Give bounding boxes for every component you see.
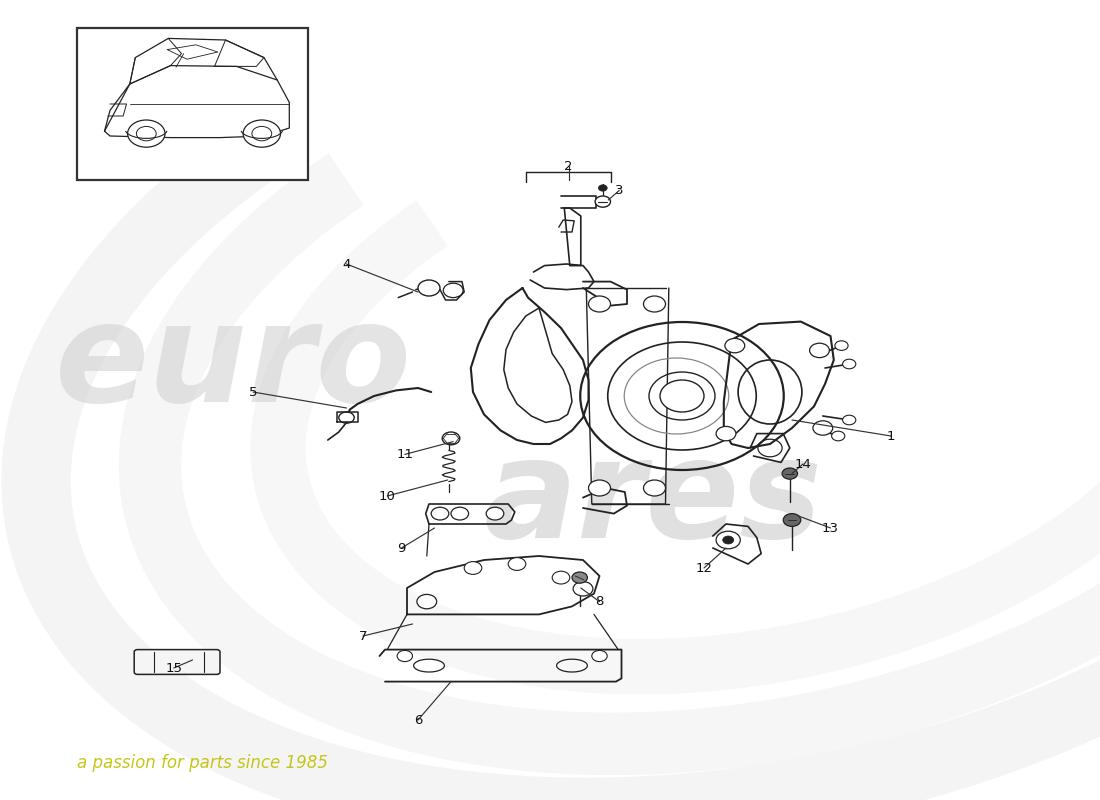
- Circle shape: [592, 650, 607, 662]
- Circle shape: [813, 421, 833, 435]
- Text: 8: 8: [595, 595, 604, 608]
- Circle shape: [136, 126, 156, 141]
- Text: 3: 3: [615, 184, 624, 197]
- Circle shape: [464, 562, 482, 574]
- Circle shape: [843, 359, 856, 369]
- Circle shape: [783, 514, 801, 526]
- Text: a passion for parts since 1985: a passion for parts since 1985: [77, 754, 328, 772]
- Circle shape: [588, 296, 610, 312]
- Text: 13: 13: [822, 522, 839, 534]
- Circle shape: [572, 572, 587, 583]
- Circle shape: [252, 126, 272, 141]
- Circle shape: [397, 650, 412, 662]
- Circle shape: [243, 120, 280, 147]
- Circle shape: [128, 120, 165, 147]
- Text: 5: 5: [249, 386, 257, 398]
- Circle shape: [723, 536, 734, 544]
- Text: 10: 10: [378, 490, 396, 502]
- Circle shape: [431, 507, 449, 520]
- Circle shape: [660, 380, 704, 412]
- Circle shape: [486, 507, 504, 520]
- Circle shape: [810, 343, 829, 358]
- Text: 11: 11: [396, 448, 414, 461]
- Text: 6: 6: [414, 714, 422, 726]
- Text: 14: 14: [794, 458, 812, 470]
- Circle shape: [339, 412, 354, 423]
- Text: 9: 9: [397, 542, 406, 554]
- Text: 12: 12: [695, 562, 713, 574]
- Circle shape: [843, 415, 856, 425]
- Circle shape: [417, 594, 437, 609]
- Circle shape: [418, 280, 440, 296]
- Circle shape: [588, 480, 610, 496]
- Text: euro: euro: [55, 297, 412, 431]
- Circle shape: [725, 338, 745, 353]
- Text: 7: 7: [359, 630, 367, 642]
- Circle shape: [832, 431, 845, 441]
- Circle shape: [508, 558, 526, 570]
- Text: 1: 1: [887, 430, 895, 442]
- FancyBboxPatch shape: [77, 28, 308, 180]
- Text: 2: 2: [564, 160, 573, 173]
- Text: ares: ares: [484, 433, 823, 567]
- Circle shape: [552, 571, 570, 584]
- Circle shape: [442, 432, 460, 445]
- Circle shape: [716, 531, 740, 549]
- Circle shape: [644, 296, 666, 312]
- Text: 4: 4: [342, 258, 351, 270]
- Text: 15: 15: [165, 662, 183, 674]
- Circle shape: [716, 426, 736, 441]
- Circle shape: [595, 196, 610, 207]
- Circle shape: [835, 341, 848, 350]
- Circle shape: [644, 480, 666, 496]
- FancyBboxPatch shape: [134, 650, 220, 674]
- Circle shape: [782, 468, 797, 479]
- Circle shape: [443, 283, 463, 298]
- Circle shape: [451, 507, 469, 520]
- Circle shape: [598, 185, 607, 191]
- Circle shape: [573, 582, 593, 596]
